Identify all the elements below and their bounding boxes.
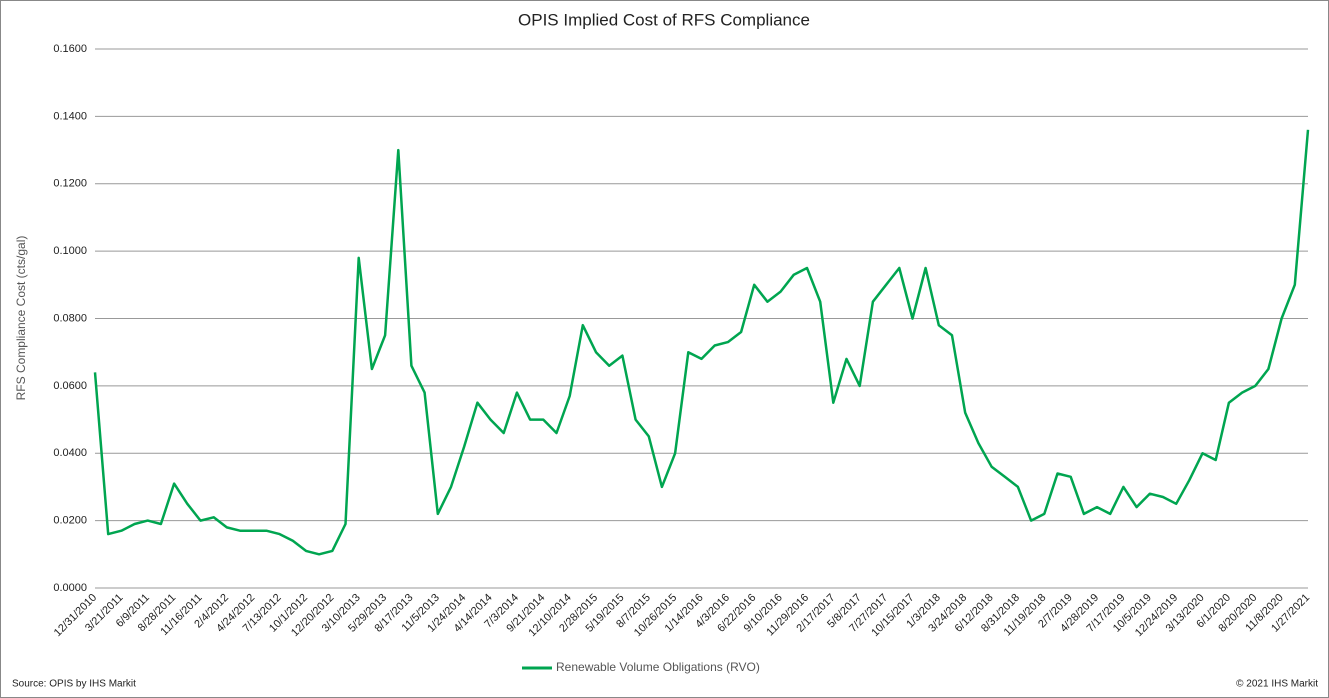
chart-title: OPIS Implied Cost of RFS Compliance — [518, 10, 810, 29]
y-tick-label: 0.0200 — [53, 515, 87, 527]
y-tick-label: 0.0400 — [53, 447, 87, 459]
y-tick-label: 0.0000 — [53, 582, 87, 594]
y-tick-label: 0.1200 — [53, 178, 87, 190]
y-tick-label: 0.1000 — [53, 245, 87, 257]
y-tick-label: 0.0800 — [53, 312, 87, 324]
y-tick-label: 0.1400 — [53, 110, 87, 122]
copyright: © 2021 IHS Markit — [1236, 679, 1318, 690]
source: Source: OPIS by IHS Markit — [12, 679, 136, 690]
y-tick-label: 0.0600 — [53, 380, 87, 392]
legend-label: Renewable Volume Obligations (RVO) — [556, 660, 760, 674]
line-series — [93, 129, 1310, 556]
y-tick-label: 0.1600 — [53, 43, 87, 55]
y-axis-label: RFS Compliance Cost (cts/gal) — [14, 236, 28, 401]
